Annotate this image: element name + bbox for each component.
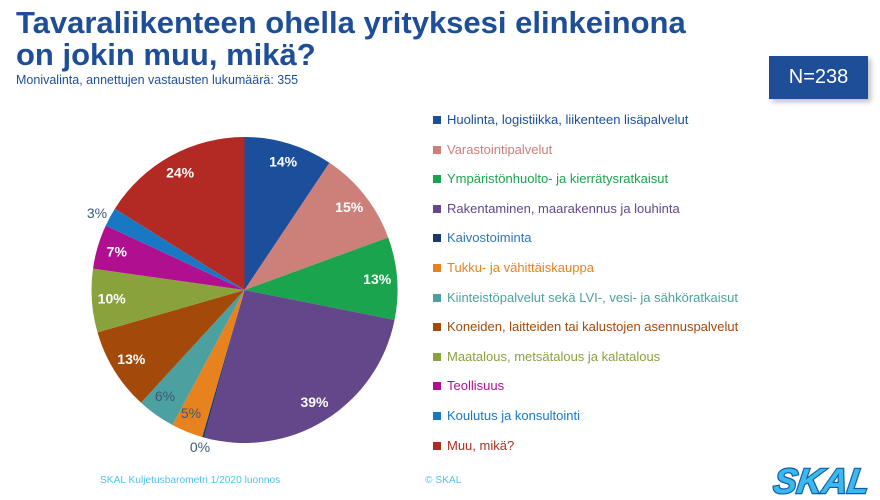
svg-text:10%: 10% [98,290,127,306]
svg-text:7%: 7% [107,243,128,259]
svg-text:39%: 39% [300,394,329,410]
svg-text:13%: 13% [117,351,146,367]
svg-text:13%: 13% [363,271,392,287]
svg-text:0%: 0% [190,439,210,455]
svg-text:24%: 24% [166,165,195,181]
svg-text:15%: 15% [335,199,364,215]
svg-text:3%: 3% [87,205,107,221]
svg-text:5%: 5% [181,405,201,421]
svg-text:SKAL: SKAL [772,462,872,500]
svg-text:14%: 14% [269,154,298,170]
svg-text:6%: 6% [155,388,175,404]
